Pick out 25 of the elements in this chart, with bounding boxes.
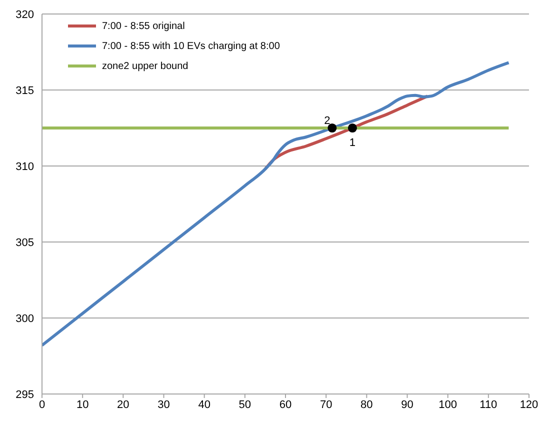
x-tick-label: 70 [320, 398, 332, 411]
y-tick-label: 300 [16, 312, 34, 325]
x-tick-label: 10 [76, 398, 89, 411]
x-tick-label: 80 [360, 398, 373, 411]
line-series [42, 61, 510, 347]
x-tick-label: 50 [238, 398, 252, 411]
x-tick-label: 40 [198, 398, 210, 411]
x-tick-label: 20 [117, 398, 130, 411]
x-tick-label: 100 [438, 398, 458, 411]
annotation: 1 [349, 136, 356, 149]
y-tick-label: 310 [16, 160, 34, 173]
x-tick-label: 110 [480, 398, 498, 411]
y-tick-label: 295 [16, 388, 34, 401]
annotation: 2 [324, 115, 330, 127]
legend-label: 7:00 - 8:55 with 10 EVs charging at 8:00 [102, 40, 280, 52]
y-tick-label: 320 [16, 8, 34, 21]
x-tick-label: 0 [38, 398, 46, 411]
x-tick-label: 90 [401, 398, 414, 411]
legend-label: zone2 upper bound [102, 60, 188, 72]
y-tick-label: 315 [16, 84, 34, 97]
x-tick-label: 120 [520, 398, 538, 411]
legend-label: 7:00 - 8:55 original [102, 20, 185, 32]
x-tick-label: 60 [279, 398, 292, 411]
y-tick-label: 305 [16, 236, 34, 249]
x-tick-label: 30 [158, 398, 170, 411]
